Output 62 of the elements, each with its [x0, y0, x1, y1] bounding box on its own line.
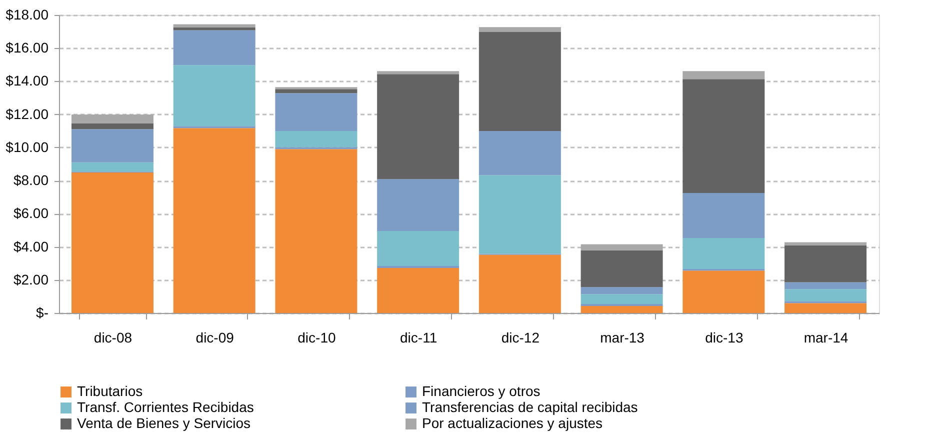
bar — [275, 131, 358, 148]
bar — [71, 123, 154, 130]
x-tick-label: dic-13 — [705, 330, 744, 346]
legend-label: Por actualizaciones y ajustes — [422, 415, 603, 431]
bar — [71, 172, 154, 313]
bar — [478, 32, 561, 132]
bar — [377, 231, 460, 266]
y-tick-label: $10.00 — [6, 138, 49, 155]
y-tick-label: $4.00 — [13, 238, 49, 254]
bar — [275, 93, 358, 132]
bar — [71, 129, 154, 162]
y-tick-label: $8.00 — [13, 172, 49, 188]
y-tick-label: $- — [36, 304, 49, 320]
bar — [580, 306, 663, 313]
y-tick-label: $14.00 — [6, 72, 49, 89]
bar — [682, 270, 765, 313]
bar — [377, 179, 460, 232]
x-tick-label: dic-11 — [400, 330, 438, 346]
y-tick-label: $16.00 — [6, 40, 49, 56]
bar — [275, 89, 358, 94]
y-tick-label: $12.00 — [6, 106, 49, 122]
bar — [682, 238, 765, 269]
bar — [580, 250, 663, 288]
legend-label: Financieros y otros — [422, 383, 540, 399]
bar — [173, 65, 256, 126]
y-tick-label: $2.00 — [13, 271, 49, 288]
bar — [478, 254, 561, 313]
bar — [173, 30, 256, 66]
bar — [377, 71, 460, 74]
y-tick-label: $18.00 — [6, 6, 49, 22]
x-tick-label: mar-13 — [600, 330, 645, 346]
bar — [71, 162, 154, 172]
x-tick-label: dic-09 — [196, 330, 234, 346]
x-tick-label: dic-10 — [298, 330, 336, 346]
bar — [784, 245, 867, 282]
bar — [275, 149, 358, 313]
bar — [784, 282, 867, 290]
legend-label: Venta de Bienes y Servicios — [77, 415, 251, 431]
legend-label: Transf. Corrientes Recibidas — [77, 399, 254, 415]
bar — [682, 192, 765, 238]
x-tick-label: dic-12 — [501, 330, 540, 346]
bar — [784, 303, 867, 313]
bar — [377, 268, 460, 313]
bar — [580, 244, 663, 250]
legend-label: Tributarios — [77, 383, 143, 399]
bar — [173, 24, 256, 28]
legend-label: Transferencias de capital recibidas — [422, 399, 638, 415]
bar — [377, 74, 460, 180]
bar — [580, 287, 663, 294]
bar — [784, 242, 867, 246]
bar — [71, 114, 154, 124]
bar — [682, 71, 765, 80]
bar — [682, 79, 765, 193]
bar — [478, 175, 561, 254]
bar — [580, 294, 663, 304]
x-tick-label: mar-14 — [804, 330, 848, 346]
x-tick-label: dic-08 — [94, 330, 132, 346]
bar — [173, 128, 256, 313]
bar — [478, 131, 561, 176]
bar — [784, 289, 867, 302]
bar — [478, 27, 561, 32]
y-tick-label: $6.00 — [13, 205, 49, 222]
